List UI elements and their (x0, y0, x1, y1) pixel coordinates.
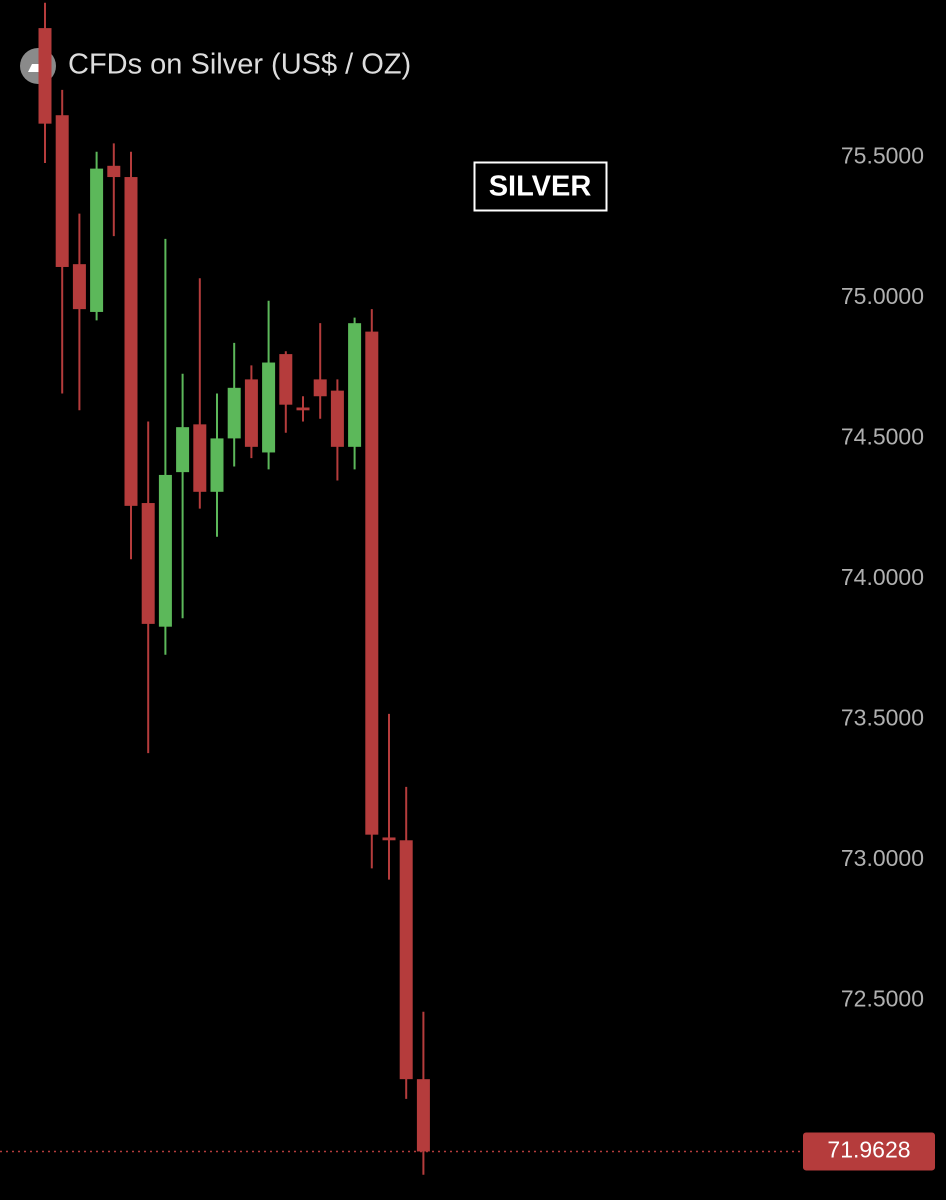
chart-title: CFDs on Silver (US$ / OZ) (68, 49, 411, 81)
y-tick-label: 74.0000 (841, 564, 924, 590)
candle-body (330, 390, 344, 447)
candle-body (55, 115, 69, 267)
candle-body (193, 424, 207, 492)
candle-body (124, 177, 138, 506)
candle-body (227, 387, 241, 439)
y-tick-label: 73.5000 (841, 705, 924, 731)
annotation: SILVER (489, 171, 592, 203)
candle-body (158, 474, 172, 627)
candle-body (365, 331, 379, 835)
candle-body (244, 379, 258, 447)
candle-body (262, 362, 276, 453)
candle-body (399, 840, 413, 1080)
candle-body (382, 837, 396, 841)
candle-body (176, 427, 190, 473)
candle-body (279, 354, 293, 405)
last-price-badge (803, 1132, 935, 1171)
candle-body (141, 503, 155, 624)
y-tick-label: 72.5000 (841, 986, 924, 1012)
candle-body (107, 165, 121, 178)
candle-body (90, 168, 104, 312)
candle-body (38, 28, 52, 124)
candle-body (348, 323, 362, 447)
candle-body (210, 438, 224, 492)
candle-body (313, 379, 327, 397)
candle-body (72, 264, 86, 310)
last-price-label: 71.9628 (827, 1137, 910, 1163)
annotation-box (473, 161, 608, 212)
y-tick-label: 75.5000 (841, 142, 924, 168)
y-tick-label: 75.0000 (841, 283, 924, 309)
y-tick-label: 73.0000 (841, 845, 924, 871)
candle-body (296, 407, 310, 411)
candle-body (416, 1079, 430, 1152)
y-tick-label: 74.5000 (841, 423, 924, 449)
